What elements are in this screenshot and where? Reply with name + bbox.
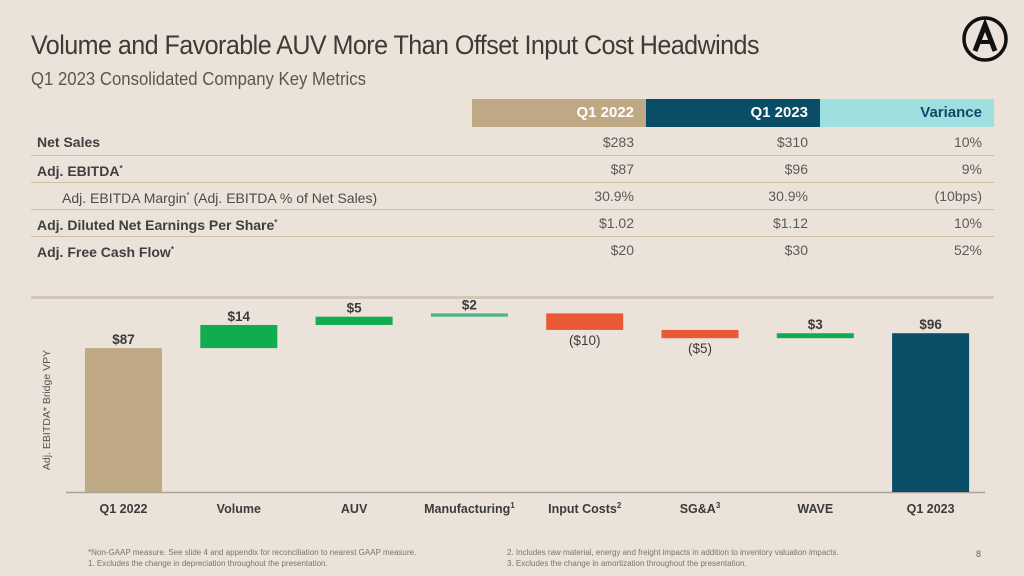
cell-q1-2023: $96 <box>784 161 808 177</box>
cell-variance: 10% <box>953 134 982 150</box>
row-label: Adj. EBITDA* <box>37 156 123 184</box>
row-label-text: Net Sales <box>37 134 101 150</box>
category-label: WAVE <box>797 502 833 516</box>
category-label: AUV <box>341 502 368 516</box>
cell-variance: 52% <box>953 242 982 258</box>
section-divider <box>31 296 994 299</box>
data-label: $2 <box>462 300 477 312</box>
footnote-marker: * <box>170 245 174 254</box>
cell-q1-2023: $30 <box>784 242 808 258</box>
cell-q1-2022: 30.9% <box>594 188 634 204</box>
footnote-marker: 2 <box>617 501 622 510</box>
table-row: Adj. EBITDA* $87 $96 9% <box>31 156 994 183</box>
category-label: SG&A3 <box>680 501 721 516</box>
row-label: Adj. Diluted Net Earnings Per Share* <box>37 210 277 238</box>
row-label: Adj. Free Cash Flow* <box>37 237 174 265</box>
row-label: Net Sales <box>37 129 100 155</box>
page-title: Volume and Favorable AUV More Than Offse… <box>31 30 760 60</box>
footnotes-left: *Non-GAAP measure. See slide 4 and appen… <box>88 547 416 569</box>
page-number: 8 <box>976 549 982 559</box>
column-header-q1-2022: Q1 2022 <box>472 99 646 127</box>
cell-q1-2022: $1.02 <box>598 215 634 231</box>
data-label: $14 <box>228 309 251 324</box>
cell-q1-2023: 30.9% <box>768 188 808 204</box>
bar-sg-a <box>661 329 739 339</box>
category-label: Q1 2023 <box>907 502 955 516</box>
cell-q1-2022: $87 <box>610 161 634 177</box>
table-row: Adj. EBITDA Margin* (Adj. EBITDA % of Ne… <box>31 183 994 210</box>
table-body: Net Sales $283 $310 10% Adj. EBITDA* $87 $96 9%… <box>31 129 994 263</box>
data-label: $96 <box>919 317 942 332</box>
footnote-marker: * <box>274 218 278 227</box>
category-label: Manufacturing1 <box>424 501 515 516</box>
cell-q1-2022: $20 <box>610 242 634 258</box>
table-row: Adj. Free Cash Flow* $20 $30 52% <box>31 237 994 263</box>
data-label: $87 <box>112 332 135 347</box>
table-header: Q1 2022 Q1 2023 Variance <box>31 99 994 127</box>
adj-ebitda-bridge-chart: Adj. EBITDA* Bridge VPY $87 Q1 2022 $14 Volu… <box>41 300 985 516</box>
bar-manufacturing <box>430 313 508 317</box>
bar-volume <box>200 324 278 349</box>
column-header-q1-2023: Q1 2023 <box>646 99 820 127</box>
cell-variance: 10% <box>953 215 982 231</box>
row-label-text: Adj. Free Cash Flow <box>37 244 171 260</box>
bar-auv <box>315 316 393 325</box>
data-label: $3 <box>808 317 824 332</box>
footnote-marker: 3 <box>716 501 721 510</box>
category-label: Q1 2022 <box>100 502 148 516</box>
bar-q1-2022 <box>85 348 162 492</box>
table-row: Net Sales $283 $310 10% <box>31 129 994 156</box>
cell-q1-2022: $283 <box>602 134 634 150</box>
circle-a-logo-icon <box>962 16 1008 62</box>
row-label: Adj. EBITDA Margin* (Adj. EBITDA % of Ne… <box>62 183 377 211</box>
row-label-text: Adj. EBITDA Margin <box>62 190 187 206</box>
bar-input-costs <box>546 313 624 330</box>
cell-variance: (10bps) <box>934 188 982 204</box>
category-label: Input Costs2 <box>548 501 622 516</box>
row-label-text: Adj. Diluted Net Earnings Per Share <box>37 217 275 233</box>
footnote: 1. Excludes the change in depreciation t… <box>88 559 328 568</box>
footnote-marker: * <box>119 164 123 173</box>
cell-variance: 9% <box>961 161 982 177</box>
page-subtitle: Q1 2023 Consolidated Company Key Metrics <box>31 69 366 89</box>
cell-q1-2023: $310 <box>776 134 808 150</box>
table-row: Adj. Diluted Net Earnings Per Share* $1.0… <box>31 210 994 237</box>
data-label: ($10) <box>569 333 601 348</box>
data-label: ($5) <box>688 341 712 356</box>
bar-q1-2023 <box>892 333 970 492</box>
row-label-suffix: (Adj. EBITDA % of Net Sales) <box>189 190 378 206</box>
category-label: Volume <box>217 502 261 516</box>
cell-q1-2023: $1.12 <box>772 215 808 231</box>
footnote: *Non-GAAP measure. See slide 4 and appen… <box>88 548 417 557</box>
column-header-variance: Variance <box>820 99 994 127</box>
row-label-text: Adj. EBITDA <box>37 163 120 179</box>
footnote: 2. Includes raw material, energy and fre… <box>507 548 839 557</box>
footnotes-right: 2. Includes raw material, energy and fre… <box>507 547 839 569</box>
footnote: 3. Excludes the change in amortization t… <box>507 559 747 568</box>
bar-wave <box>776 333 854 339</box>
y-axis-label: Adj. EBITDA* Bridge VPY <box>41 350 53 470</box>
footnote-marker: 1 <box>510 501 515 510</box>
data-label: $5 <box>347 301 363 316</box>
footnote-marker: * <box>186 191 190 200</box>
